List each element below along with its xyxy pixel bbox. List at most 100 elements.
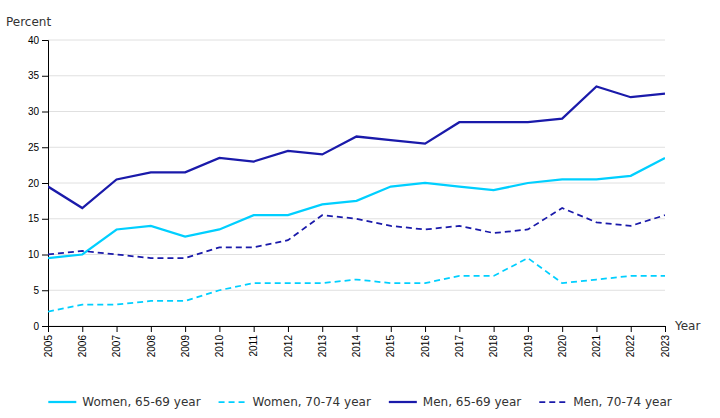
- y-tick: 25: [28, 142, 48, 153]
- x-axis-label: Year: [674, 319, 700, 333]
- y-tick-mark: [42, 183, 48, 184]
- x-tick: 2012: [283, 326, 294, 357]
- x-tick-label: 2017: [454, 335, 465, 358]
- x-tick: 2005: [43, 326, 54, 357]
- x-tick: 2019: [523, 326, 534, 357]
- x-tick-mark: [425, 326, 426, 332]
- legend-item: Men, 70-74 year: [539, 395, 671, 409]
- x-tick-label: 2015: [385, 335, 396, 358]
- x-tick-label: 2011: [248, 335, 259, 357]
- x-tick: 2021: [591, 326, 602, 357]
- x-tick: 2011: [248, 326, 259, 357]
- x-tick-label: 2009: [180, 335, 191, 358]
- y-tick-label: 15: [28, 213, 40, 224]
- x-tick-label: 2014: [351, 335, 362, 358]
- series-line: [48, 208, 665, 258]
- grid-line: [48, 147, 665, 148]
- y-tick: 0: [33, 321, 48, 332]
- y-tick-mark: [42, 76, 48, 77]
- x-tick-label: 2012: [283, 335, 294, 358]
- y-tick-label: 0: [33, 321, 39, 332]
- legend-label: Men, 65-69 year: [423, 395, 521, 409]
- legend-label: Men, 70-74 year: [573, 395, 671, 409]
- y-tick-mark: [42, 112, 48, 113]
- legend-label: Women, 65-69 year: [82, 395, 200, 409]
- y-axis: 0 5 10 15 20 25 30 35 40: [28, 35, 49, 332]
- y-tick-label: 30: [28, 106, 40, 117]
- legend-swatch: [539, 401, 567, 403]
- y-tick: 5: [33, 285, 48, 296]
- x-tick-label: 2023: [660, 335, 671, 358]
- legend-swatch: [389, 401, 417, 403]
- y-tick-label: 10: [28, 249, 40, 260]
- x-tick-mark: [219, 326, 220, 332]
- x-tick-mark: [494, 326, 495, 332]
- y-tick-label: 40: [28, 35, 40, 46]
- x-axis-line: [49, 327, 666, 333]
- x-tick-label: 2019: [523, 335, 534, 358]
- y-tick: 40: [28, 35, 48, 46]
- x-tick: 2014: [351, 326, 362, 357]
- x-tick-label: 2007: [111, 335, 122, 358]
- y-tick-mark: [42, 147, 48, 148]
- y-tick-label: 25: [28, 142, 40, 153]
- x-tick: 2010: [214, 326, 225, 357]
- x-tick-mark: [82, 326, 83, 332]
- series-line: [48, 158, 665, 258]
- grid: [48, 40, 665, 326]
- grid-line: [48, 218, 665, 219]
- x-tick-mark: [596, 326, 597, 332]
- x-tick: 2018: [488, 326, 499, 357]
- x-axis: 2005 2006 2007 2008 2009 2010 2011 2012 2013 2014…: [43, 326, 671, 357]
- x-tick: 2020: [557, 326, 568, 357]
- lines: [48, 86, 665, 311]
- x-tick-label: 2005: [43, 335, 54, 358]
- x-tick-mark: [357, 326, 358, 332]
- grid-line: [48, 290, 665, 291]
- y-tick-mark: [42, 40, 48, 41]
- series-line: [48, 258, 665, 312]
- y-tick: 15: [28, 213, 48, 224]
- grid-line: [48, 183, 665, 184]
- legend-swatch: [219, 401, 247, 403]
- grid-line: [48, 40, 665, 41]
- x-tick-label: 2013: [317, 335, 328, 358]
- x-tick-mark: [151, 326, 152, 332]
- x-tick: 2017: [454, 326, 465, 357]
- x-tick-label: 2022: [625, 335, 636, 358]
- series-line: [48, 86, 665, 208]
- x-tick-mark: [631, 326, 632, 332]
- x-tick: 2006: [77, 326, 88, 357]
- y-tick-mark: [42, 255, 48, 256]
- legend: Women, 65-69 year Women, 70-74 year Men, 6…: [48, 395, 671, 409]
- y-tick-label: 20: [28, 178, 40, 189]
- legend-item: Women, 70-74 year: [219, 395, 371, 409]
- x-tick-mark: [288, 326, 289, 332]
- x-tick-label: 2018: [488, 335, 499, 358]
- y-axis-line: [42, 41, 49, 327]
- y-tick: 20: [28, 178, 48, 189]
- x-tick-mark: [185, 326, 186, 332]
- x-tick-label: 2010: [214, 335, 225, 358]
- x-tick-mark: [391, 326, 392, 332]
- x-tick-mark: [322, 326, 323, 332]
- y-tick: 10: [28, 249, 48, 260]
- x-tick: 2015: [385, 326, 396, 357]
- x-tick-label: 2008: [146, 335, 157, 358]
- x-tick: 2023: [660, 326, 671, 357]
- x-tick-mark: [528, 326, 529, 332]
- grid-line: [48, 254, 665, 255]
- x-tick-mark: [665, 326, 666, 332]
- x-tick-mark: [459, 326, 460, 332]
- x-tick: 2008: [146, 326, 157, 357]
- y-tick: 35: [28, 70, 48, 81]
- x-tick: 2009: [180, 326, 191, 357]
- x-tick: 2007: [111, 326, 122, 357]
- y-tick-label: 5: [33, 285, 39, 296]
- x-tick-label: 2016: [420, 335, 431, 358]
- y-tick-label: 35: [28, 70, 40, 81]
- plot: 0 5 10 15 20 25 30 35 40 2005 2006 2007 2008 2009 2010…: [6, 15, 700, 357]
- x-tick-mark: [254, 326, 255, 332]
- x-tick-mark: [117, 326, 118, 332]
- x-tick-label: 2021: [591, 335, 602, 358]
